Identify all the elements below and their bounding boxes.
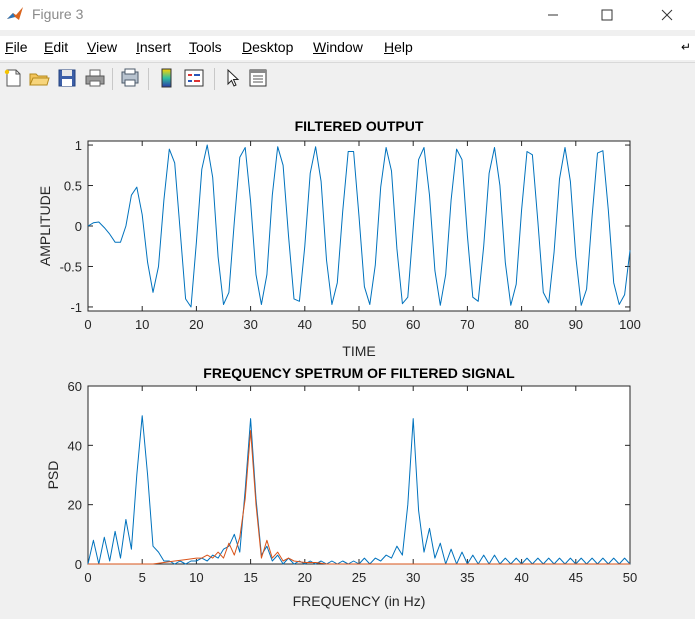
dock-figure-icon[interactable]: ↵ — [680, 40, 691, 54]
x-tick-label: 80 — [514, 317, 528, 332]
axes-1-title: FILTERED OUTPUT — [295, 118, 424, 134]
axes-2-box — [87, 385, 631, 565]
menu-insert[interactable]: Insert — [136, 39, 172, 55]
x-tick-label: 20 — [189, 317, 203, 332]
print-preview-icon[interactable] — [119, 67, 141, 89]
window-title: Figure 3 — [32, 6, 84, 22]
x-tick-label: 10 — [189, 570, 203, 585]
x-tick-label: 30 — [243, 317, 257, 332]
axes-2-ylabel: PSD — [45, 461, 61, 490]
menu-desktop[interactable]: Desktop — [242, 39, 294, 55]
maximize-button[interactable] — [584, 0, 630, 30]
toolbar-separator — [148, 68, 149, 90]
figure-toolbar — [0, 62, 695, 96]
save-icon[interactable] — [56, 67, 78, 89]
axes-1-xlabel: TIME — [342, 343, 375, 359]
x-tick-label: 0 — [84, 317, 91, 332]
matlab-logo-icon — [7, 7, 23, 20]
toolbar-separator — [214, 68, 215, 90]
y-tick-label: 0 — [75, 557, 82, 572]
x-tick-label: 70 — [460, 317, 474, 332]
series-line-1[interactable] — [87, 144, 631, 308]
minimize-button[interactable] — [530, 0, 576, 30]
y-tick-label: 0 — [75, 219, 82, 234]
menu-help[interactable]: Help — [384, 39, 413, 55]
axes-filtered-output[interactable]: FILTERED OUTPUT TIME AMPLITUDE 0 10 20 30 40… — [37, 118, 641, 359]
x-tick-label: 10 — [135, 317, 149, 332]
series-line-2[interactable] — [88, 430, 630, 565]
x-tick-label: 50 — [352, 317, 366, 332]
menu-view[interactable]: View — [87, 39, 118, 55]
x-tick-label: 90 — [569, 317, 583, 332]
legend-icon[interactable] — [183, 67, 205, 89]
close-icon — [661, 9, 673, 21]
plots-svg: FILTERED OUTPUT TIME AMPLITUDE 0 10 20 30 40… — [37, 118, 641, 609]
toolbar-separator — [112, 68, 113, 90]
menu-file[interactable]: File — [5, 39, 28, 55]
maximize-icon — [601, 9, 613, 21]
x-tick-label: 15 — [243, 570, 257, 585]
axes-2-title: FREQUENCY SPETRUM OF FILTERED SIGNAL — [203, 365, 515, 381]
axes-frequency-spectrum[interactable]: FREQUENCY SPETRUM OF FILTERED SIGNAL FRE… — [45, 365, 637, 609]
title-bar: Figure 3 — [0, 0, 695, 30]
new-figure-icon[interactable] — [2, 67, 24, 89]
x-tick-label: 0 — [84, 570, 91, 585]
open-file-icon[interactable] — [28, 67, 50, 89]
property-editor-icon[interactable] — [247, 67, 269, 89]
x-tick-label: 25 — [352, 570, 366, 585]
x-tick-label: 30 — [406, 570, 420, 585]
menu-window[interactable]: Window — [313, 39, 363, 55]
menu-bar: File Edit View Insert Tools Desktop Wind… — [0, 36, 695, 60]
y-tick-label: 20 — [68, 498, 82, 513]
x-tick-label: 100 — [619, 317, 641, 332]
figure-canvas: FILTERED OUTPUT TIME AMPLITUDE 0 10 20 30 40… — [0, 95, 695, 614]
menu-tools[interactable]: Tools — [189, 39, 222, 55]
x-tick-label: 40 — [298, 317, 312, 332]
pointer-icon[interactable] — [222, 67, 244, 89]
colorbar-icon[interactable] — [156, 67, 178, 89]
x-tick-label: 50 — [623, 570, 637, 585]
axes-1-box — [87, 140, 631, 312]
x-tick-label: 45 — [569, 570, 583, 585]
y-tick-label: 60 — [68, 379, 82, 394]
close-button[interactable] — [644, 0, 690, 30]
axes-2-xlabel: FREQUENCY (in Hz) — [293, 593, 426, 609]
x-tick-label: 35 — [460, 570, 474, 585]
x-tick-label: 40 — [514, 570, 528, 585]
y-tick-label: -1 — [70, 300, 82, 315]
y-tick-label: 1 — [75, 138, 82, 153]
axes-1-ylabel: AMPLITUDE — [37, 186, 53, 266]
y-tick-label: 40 — [68, 438, 82, 453]
minimize-icon — [548, 14, 558, 16]
y-tick-label: -0.5 — [60, 259, 82, 274]
y-tick-label: 0.5 — [64, 179, 82, 194]
menu-edit[interactable]: Edit — [44, 39, 69, 55]
x-tick-label: 20 — [298, 570, 312, 585]
x-tick-label: 60 — [406, 317, 420, 332]
print-icon[interactable] — [84, 67, 106, 89]
x-tick-label: 5 — [139, 570, 146, 585]
